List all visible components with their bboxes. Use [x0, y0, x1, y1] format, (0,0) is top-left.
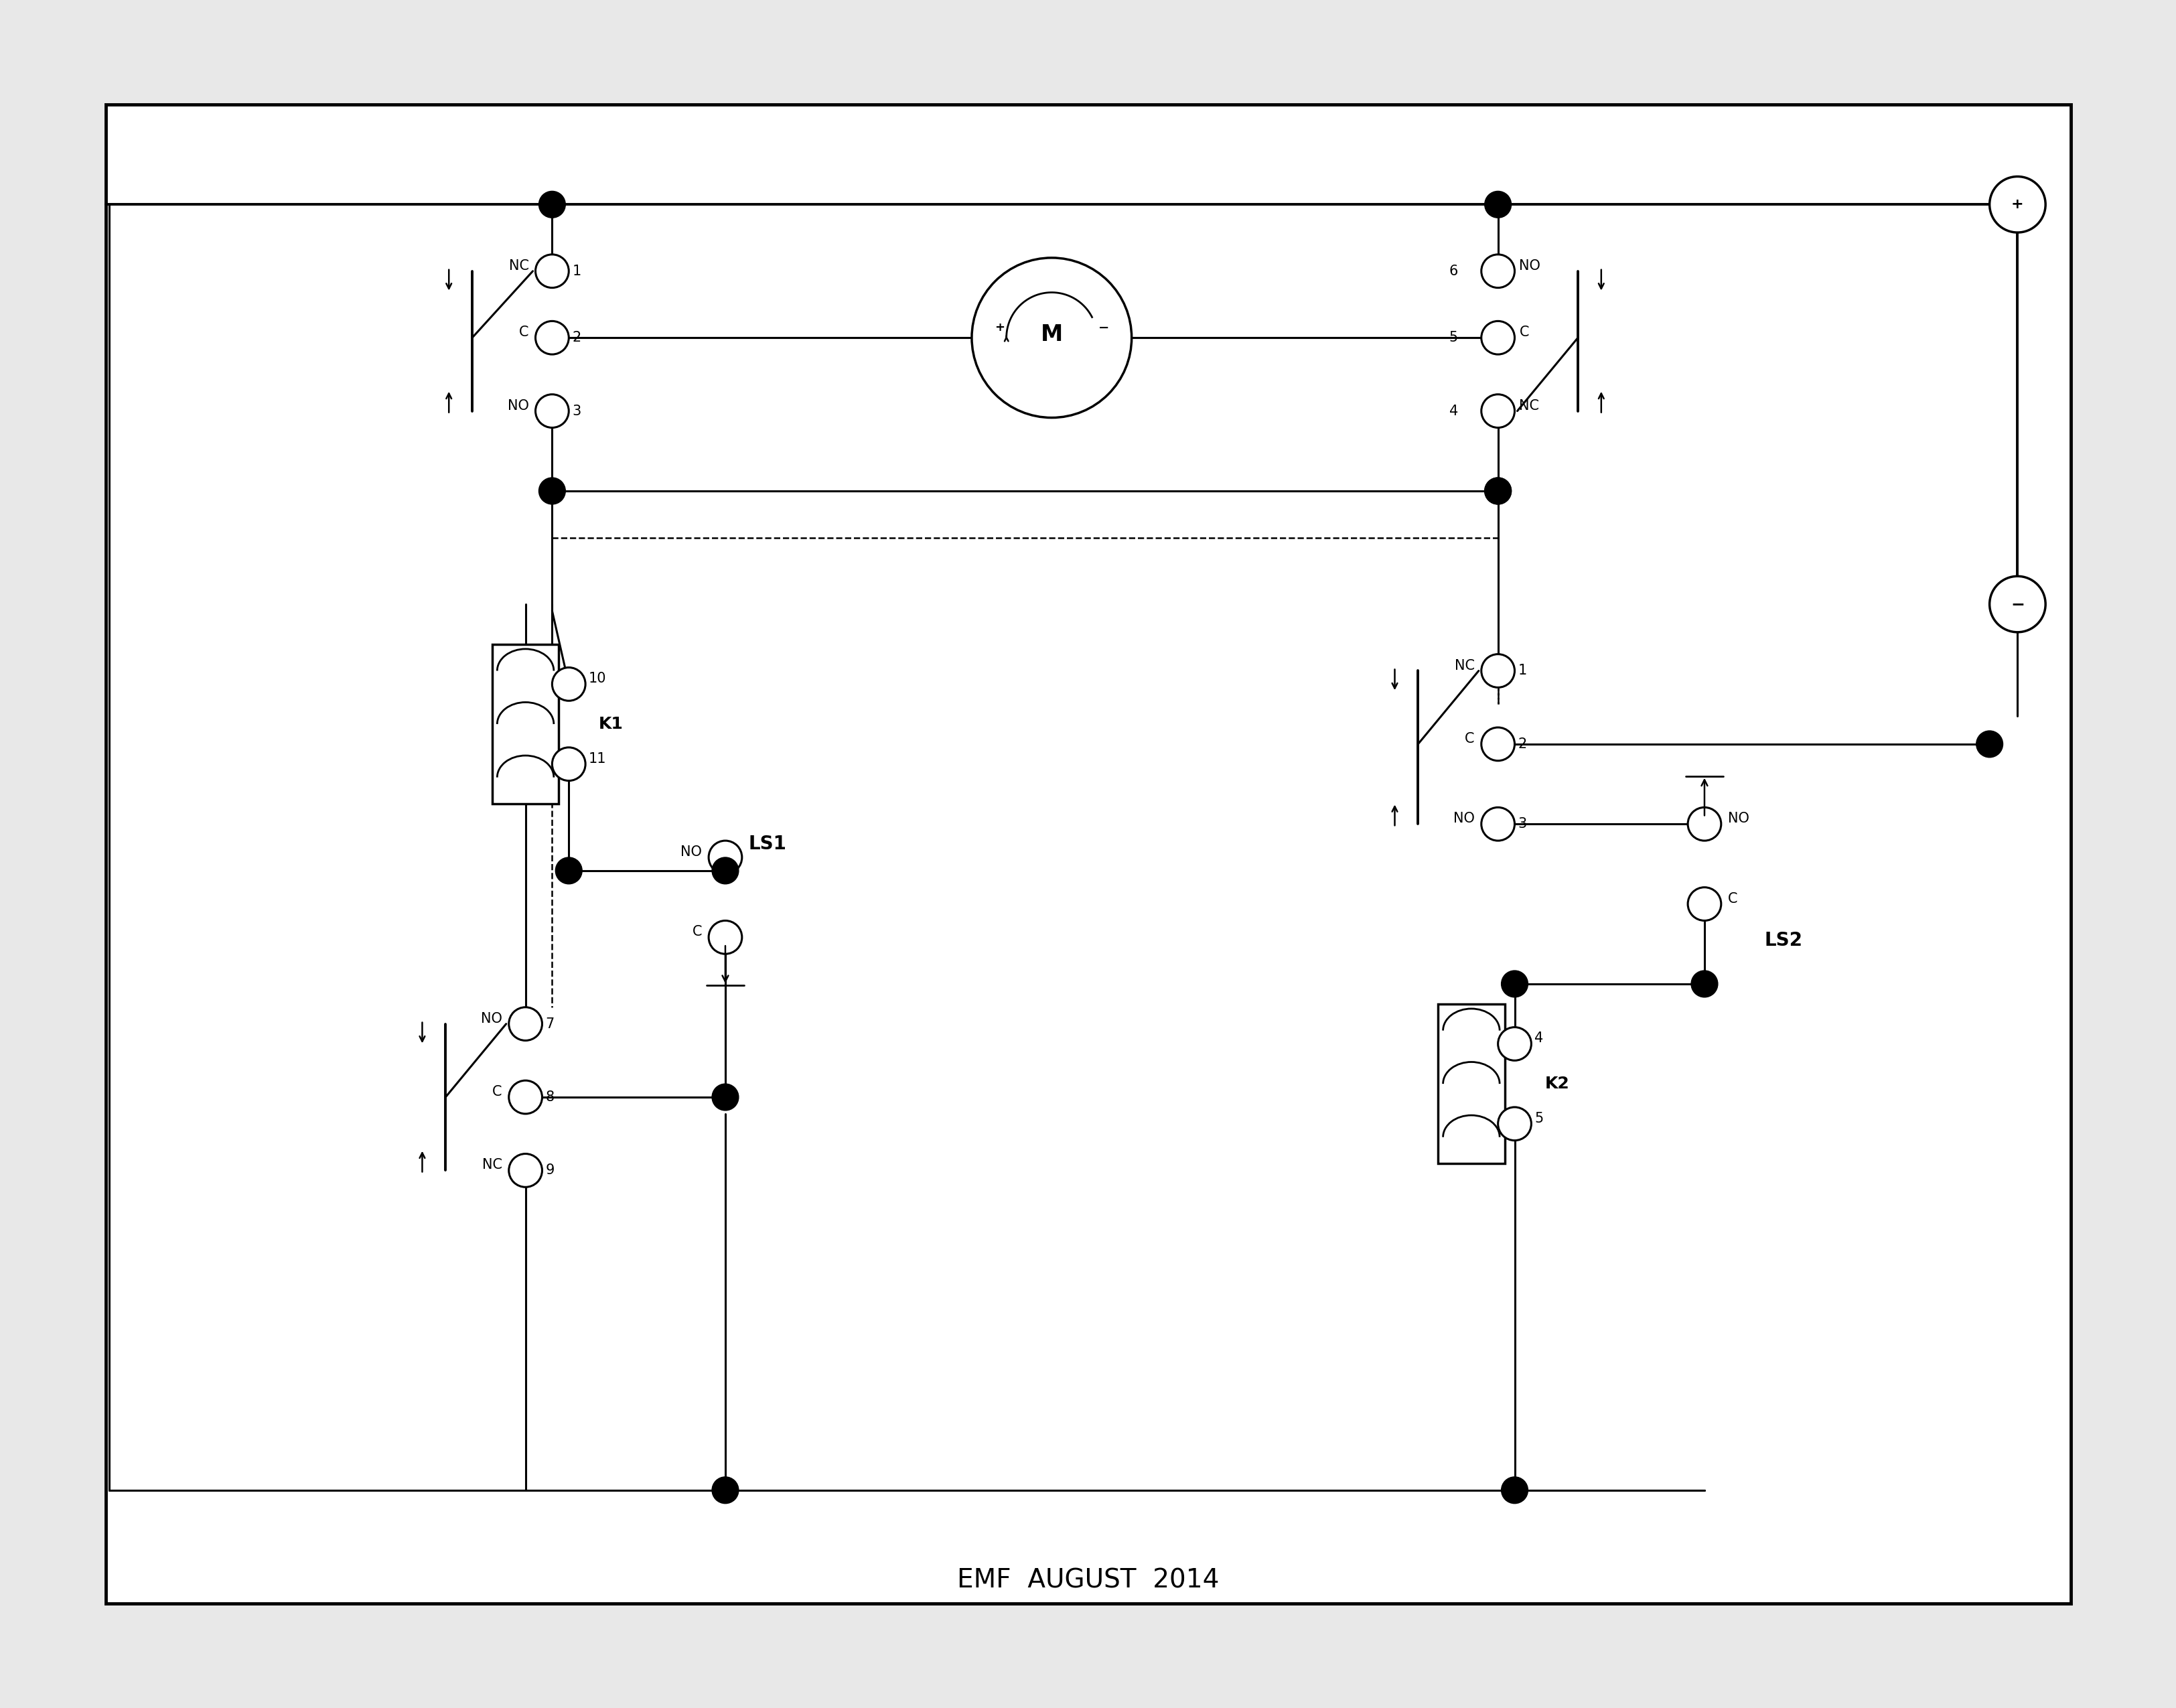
Text: 3: 3 — [572, 405, 581, 418]
Circle shape — [1501, 1477, 1528, 1503]
Text: 9: 9 — [546, 1163, 555, 1177]
Text: LS1: LS1 — [749, 835, 788, 854]
Circle shape — [1484, 478, 1512, 504]
Text: 8: 8 — [546, 1090, 555, 1103]
Circle shape — [1497, 1107, 1532, 1141]
Bar — [492, 644, 559, 804]
Circle shape — [535, 321, 568, 354]
Text: 6: 6 — [1449, 265, 1458, 278]
Circle shape — [1689, 808, 1721, 840]
Text: NO: NO — [681, 845, 703, 859]
Text: 11: 11 — [590, 752, 607, 765]
Text: 3: 3 — [1519, 818, 1528, 830]
Circle shape — [1976, 731, 2002, 757]
Text: NC: NC — [1454, 659, 1475, 673]
Circle shape — [1482, 654, 1514, 687]
Text: 1: 1 — [572, 265, 581, 278]
Circle shape — [1691, 970, 1717, 997]
Circle shape — [1989, 176, 2045, 232]
Text: K2: K2 — [1545, 1076, 1569, 1091]
Circle shape — [709, 921, 742, 955]
Text: NO: NO — [1519, 260, 1541, 273]
Text: −: − — [1099, 321, 1110, 335]
Text: +: + — [2011, 198, 2024, 212]
Text: C: C — [692, 926, 703, 939]
Text: 2: 2 — [1519, 738, 1528, 752]
Text: +: + — [994, 321, 1005, 333]
Circle shape — [1482, 808, 1514, 840]
Circle shape — [535, 395, 568, 427]
Circle shape — [1482, 728, 1514, 760]
Text: NC: NC — [1519, 400, 1538, 412]
Text: C: C — [1728, 892, 1736, 905]
Circle shape — [509, 1081, 542, 1114]
Text: 5: 5 — [1534, 1112, 1543, 1126]
Circle shape — [1482, 395, 1514, 427]
Text: NC: NC — [509, 260, 529, 273]
Circle shape — [1484, 478, 1512, 504]
Text: M: M — [1040, 323, 1062, 345]
Circle shape — [555, 857, 583, 885]
Circle shape — [553, 668, 585, 700]
Circle shape — [540, 478, 566, 504]
Text: 1: 1 — [1519, 664, 1528, 678]
Circle shape — [1989, 576, 2045, 632]
Text: NO: NO — [1454, 811, 1475, 825]
Text: −: − — [2011, 596, 2024, 611]
Bar — [107, 104, 2072, 1604]
Text: K1: K1 — [598, 716, 625, 733]
Circle shape — [712, 1477, 738, 1503]
Circle shape — [1484, 191, 1512, 219]
Text: C: C — [1464, 733, 1475, 745]
Circle shape — [553, 748, 585, 781]
Text: C: C — [520, 326, 529, 340]
Text: 7: 7 — [546, 1018, 555, 1030]
Circle shape — [1497, 1027, 1532, 1061]
Text: 2: 2 — [572, 331, 581, 345]
Text: C: C — [492, 1085, 503, 1098]
Circle shape — [709, 840, 742, 874]
Text: 10: 10 — [590, 673, 607, 685]
Text: NO: NO — [507, 400, 529, 412]
Text: EMF  AUGUST  2014: EMF AUGUST 2014 — [957, 1568, 1219, 1594]
Circle shape — [712, 1085, 738, 1110]
Circle shape — [540, 191, 566, 219]
Circle shape — [973, 258, 1132, 418]
Bar — [1438, 1004, 1504, 1163]
Text: 5: 5 — [1449, 331, 1458, 345]
Circle shape — [1501, 970, 1528, 997]
Circle shape — [509, 1008, 542, 1040]
Text: 4: 4 — [1449, 405, 1458, 418]
Circle shape — [1482, 321, 1514, 354]
Text: LS2: LS2 — [1765, 931, 1802, 950]
Text: 4: 4 — [1534, 1032, 1543, 1045]
Text: C: C — [1519, 326, 1530, 340]
Circle shape — [1482, 254, 1514, 287]
Circle shape — [1689, 888, 1721, 921]
Circle shape — [509, 1155, 542, 1187]
Text: NO: NO — [481, 1011, 503, 1025]
Text: NC: NC — [483, 1158, 503, 1172]
Circle shape — [712, 857, 738, 885]
Circle shape — [535, 254, 568, 287]
Text: NO: NO — [1728, 811, 1750, 825]
